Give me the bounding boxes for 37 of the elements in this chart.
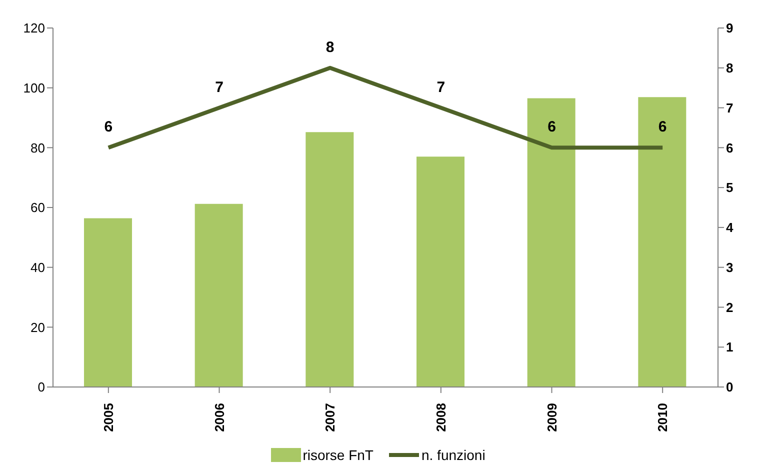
x-tick-label: 2007 bbox=[322, 403, 338, 432]
bar bbox=[527, 98, 576, 387]
y-tick-label: 80 bbox=[30, 140, 45, 156]
bar bbox=[194, 204, 243, 387]
y-tick-label: 20 bbox=[30, 320, 45, 335]
y2-tick-label: 9 bbox=[726, 20, 734, 36]
data-label: 7 bbox=[436, 78, 446, 96]
y2-tick-label: 5 bbox=[726, 180, 734, 196]
y-tick-label: 60 bbox=[30, 200, 45, 216]
y2-tick-label: 0 bbox=[726, 380, 734, 395]
y-tick-label: 0 bbox=[38, 380, 45, 395]
y2-tick-label: 8 bbox=[726, 60, 734, 76]
data-label: 7 bbox=[215, 78, 224, 96]
legend-label: n. funzioni bbox=[421, 447, 486, 463]
data-label: 8 bbox=[326, 38, 334, 56]
x-tick-label: 2009 bbox=[544, 403, 560, 432]
y-tick-label: 120 bbox=[23, 20, 45, 36]
y2-tick-label: 2 bbox=[726, 300, 734, 315]
y2-tick-label: 6 bbox=[726, 140, 734, 156]
data-label: 6 bbox=[658, 118, 667, 136]
legend-label: risorse FnT bbox=[302, 447, 374, 463]
x-tick-label: 2008 bbox=[433, 403, 448, 432]
y-tick-label: 100 bbox=[23, 80, 45, 96]
x-tick-label: 2005 bbox=[100, 403, 116, 432]
bar bbox=[306, 132, 354, 387]
bar bbox=[84, 218, 132, 387]
y2-tick-label: 3 bbox=[726, 260, 734, 275]
y-tick-label: 40 bbox=[30, 260, 45, 275]
y2-tick-label: 1 bbox=[726, 340, 734, 355]
x-tick-label: 2010 bbox=[655, 403, 670, 432]
y2-tick-label: 4 bbox=[726, 220, 734, 236]
bar bbox=[638, 97, 686, 387]
data-label: 6 bbox=[104, 118, 113, 136]
data-label: 6 bbox=[548, 118, 556, 136]
x-tick-label: 2006 bbox=[212, 403, 227, 432]
bar bbox=[416, 156, 464, 387]
y2-tick-label: 7 bbox=[726, 100, 734, 116]
